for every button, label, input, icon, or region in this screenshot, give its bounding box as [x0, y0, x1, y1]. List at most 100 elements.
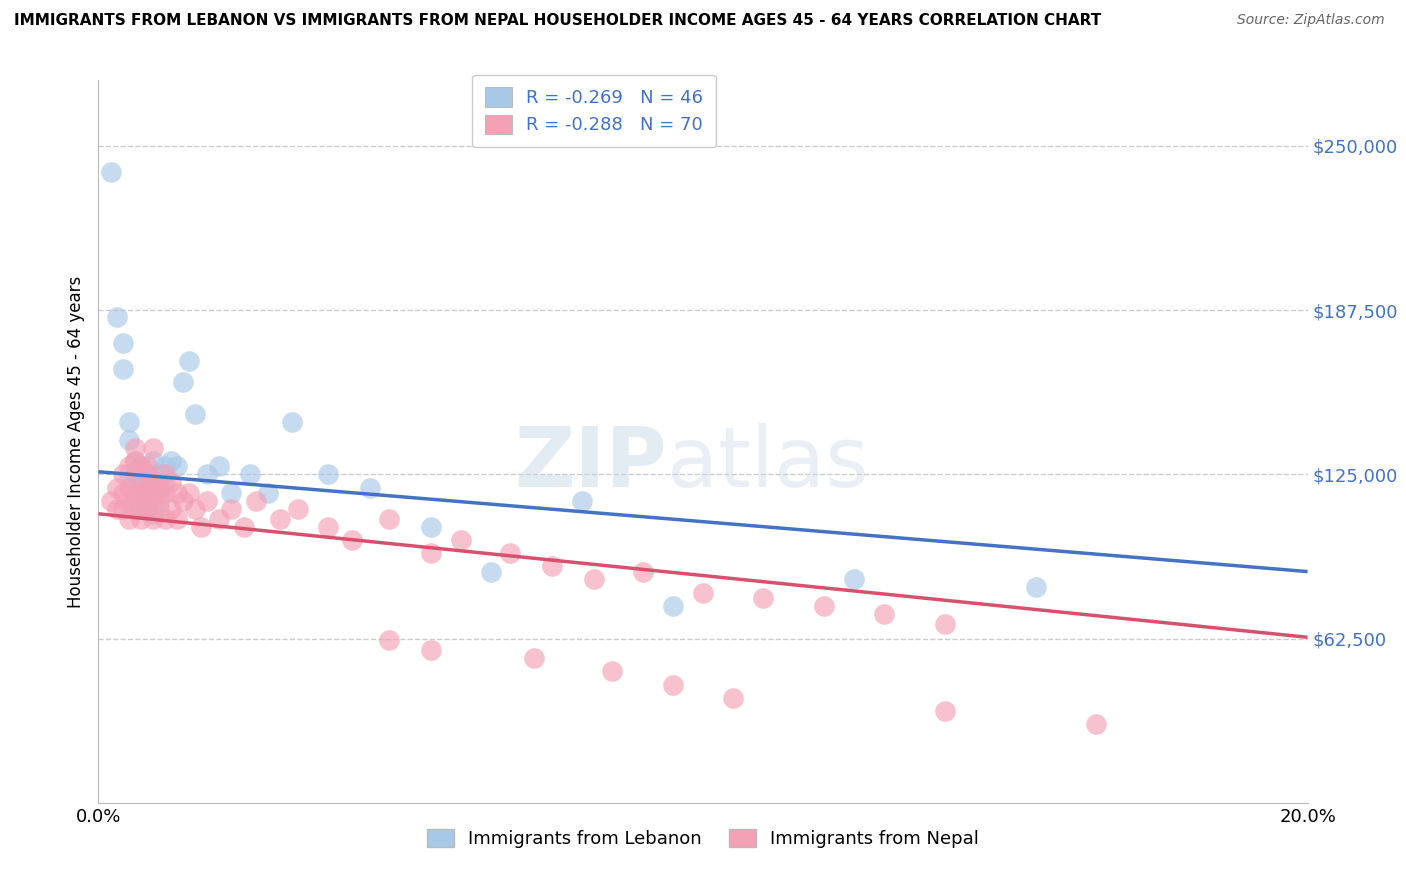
Point: [153, 459, 176, 474]
Point: [148, 481, 170, 495]
Point: [135, 467, 157, 482]
Point: [153, 467, 176, 482]
Point: [105, 481, 128, 495]
Point: [148, 481, 170, 495]
Point: [179, 485, 201, 500]
Point: [934, 617, 956, 632]
Point: [100, 165, 122, 179]
Point: [135, 485, 157, 500]
Point: [142, 454, 165, 468]
Legend: Immigrants from Lebanon, Immigrants from Nepal: Immigrants from Lebanon, Immigrants from…: [416, 818, 990, 859]
Point: [540, 559, 562, 574]
Point: [450, 533, 472, 547]
Text: IMMIGRANTS FROM LEBANON VS IMMIGRANTS FROM NEPAL HOUSEHOLDER INCOME AGES 45 - 64: IMMIGRANTS FROM LEBANON VS IMMIGRANTS FR…: [14, 13, 1101, 29]
Point: [179, 354, 201, 368]
Point: [256, 485, 278, 500]
Point: [232, 520, 254, 534]
Point: [148, 467, 170, 482]
Point: [166, 485, 188, 500]
Point: [752, 591, 775, 605]
Point: [160, 475, 183, 490]
Point: [153, 475, 176, 490]
Point: [129, 485, 152, 500]
Point: [111, 501, 134, 516]
Point: [160, 501, 183, 516]
Point: [420, 643, 443, 657]
Point: [269, 512, 291, 526]
Point: [111, 467, 134, 482]
Point: [135, 459, 157, 474]
Point: [129, 485, 152, 500]
Point: [135, 501, 157, 516]
Point: [135, 485, 157, 500]
Point: [190, 520, 212, 534]
Point: [571, 493, 593, 508]
Point: [420, 546, 443, 560]
Point: [172, 376, 194, 390]
Point: [813, 599, 835, 613]
Point: [129, 459, 152, 474]
Point: [129, 459, 152, 474]
Point: [129, 475, 152, 490]
Point: [844, 573, 866, 587]
Point: [420, 520, 443, 534]
Point: [195, 467, 218, 482]
Point: [129, 512, 152, 526]
Point: [1085, 717, 1108, 731]
Point: [873, 607, 896, 621]
Point: [118, 512, 141, 526]
Point: [1024, 580, 1046, 594]
Point: [124, 454, 146, 468]
Point: [602, 665, 624, 679]
Text: ZIP: ZIP: [515, 423, 666, 504]
Point: [124, 467, 146, 482]
Point: [523, 651, 546, 665]
Point: [661, 599, 683, 613]
Point: [583, 573, 606, 587]
Point: [723, 690, 745, 705]
Point: [377, 512, 399, 526]
Point: [124, 481, 146, 495]
Point: [239, 467, 262, 482]
Point: [245, 493, 267, 508]
Point: [172, 493, 194, 508]
Point: [118, 467, 141, 482]
Point: [160, 454, 183, 468]
Point: [111, 485, 134, 500]
Point: [124, 485, 146, 500]
Point: [124, 454, 146, 468]
Text: atlas: atlas: [666, 423, 869, 504]
Point: [148, 493, 170, 508]
Point: [184, 407, 207, 421]
Point: [166, 459, 188, 474]
Y-axis label: Householder Income Ages 45 - 64 years: Householder Income Ages 45 - 64 years: [66, 276, 84, 607]
Point: [124, 501, 146, 516]
Point: [111, 362, 134, 376]
Point: [287, 501, 309, 516]
Point: [142, 512, 165, 526]
Point: [281, 415, 304, 429]
Point: [148, 485, 170, 500]
Point: [934, 704, 956, 718]
Point: [135, 467, 157, 482]
Point: [208, 459, 231, 474]
Point: [118, 493, 141, 508]
Point: [129, 493, 152, 508]
Point: [377, 632, 399, 647]
Point: [661, 677, 683, 691]
Point: [342, 533, 364, 547]
Point: [316, 467, 339, 482]
Point: [124, 493, 146, 508]
Point: [142, 481, 165, 495]
Point: [692, 585, 714, 599]
Point: [105, 501, 128, 516]
Point: [118, 415, 141, 429]
Point: [148, 501, 170, 516]
Point: [166, 512, 188, 526]
Point: [118, 434, 141, 448]
Point: [221, 501, 243, 516]
Point: [135, 501, 157, 516]
Point: [498, 546, 520, 560]
Point: [129, 501, 152, 516]
Point: [153, 485, 176, 500]
